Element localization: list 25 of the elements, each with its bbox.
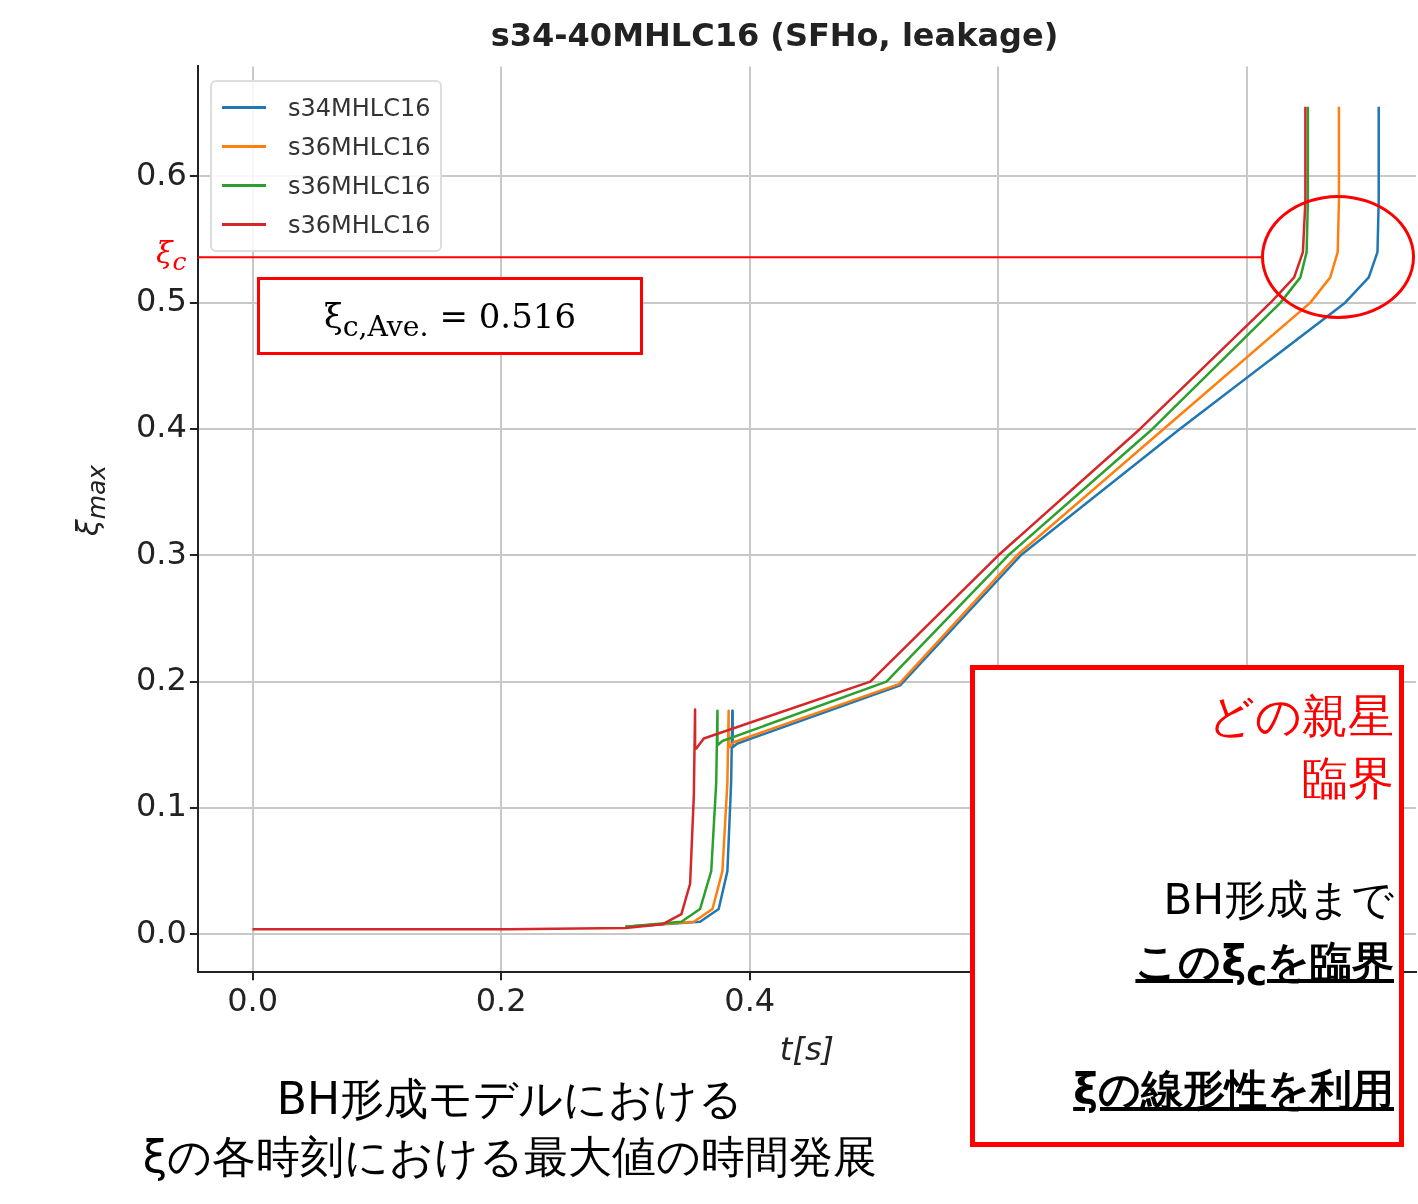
- y-tick-label: 0.1: [136, 786, 187, 825]
- legend-label: s34MHLC16: [288, 93, 431, 122]
- x-tick-label: 0.0: [227, 980, 279, 1019]
- y-tick-label: 0.4: [136, 407, 187, 446]
- annotation: 臨界: [1301, 750, 1394, 807]
- annotation: BH形成まで: [1162, 874, 1394, 926]
- chart-title: s34-40MHLC16 (SFHo, leakage): [490, 15, 1059, 54]
- y-tick-label: 0.6: [136, 154, 187, 193]
- legend-label: s36MHLC16: [288, 210, 431, 239]
- text: BH形成モデルにおける: [275, 1072, 745, 1126]
- text: ξの線形性を利用: [1072, 1064, 1394, 1117]
- annotation: どの親星: [1207, 688, 1394, 745]
- x-tick-label: 0.2: [475, 980, 527, 1019]
- annotation: このξ$_{c}$を臨界: [1134, 936, 1394, 996]
- y-tick-label: 0.5: [136, 280, 187, 319]
- legend-label: s36MHLC16: [288, 171, 431, 200]
- y-tick-label: 0.3: [136, 533, 187, 572]
- text: ξの各時刻における最大値の時間発展: [141, 1130, 879, 1184]
- y-tick-label: 0.2: [136, 659, 187, 698]
- legend-label: s36MHLC16: [288, 132, 431, 161]
- x-tick-label: 0.4: [724, 980, 776, 1019]
- y-tick-label: 0.0: [136, 912, 187, 951]
- ref-line-label: ξ$_{c}$: [155, 235, 187, 277]
- x-axis-title: t[s]: [779, 1030, 835, 1069]
- annotation: ξ$_{c,Ave.}$ = 0.516: [323, 296, 577, 343]
